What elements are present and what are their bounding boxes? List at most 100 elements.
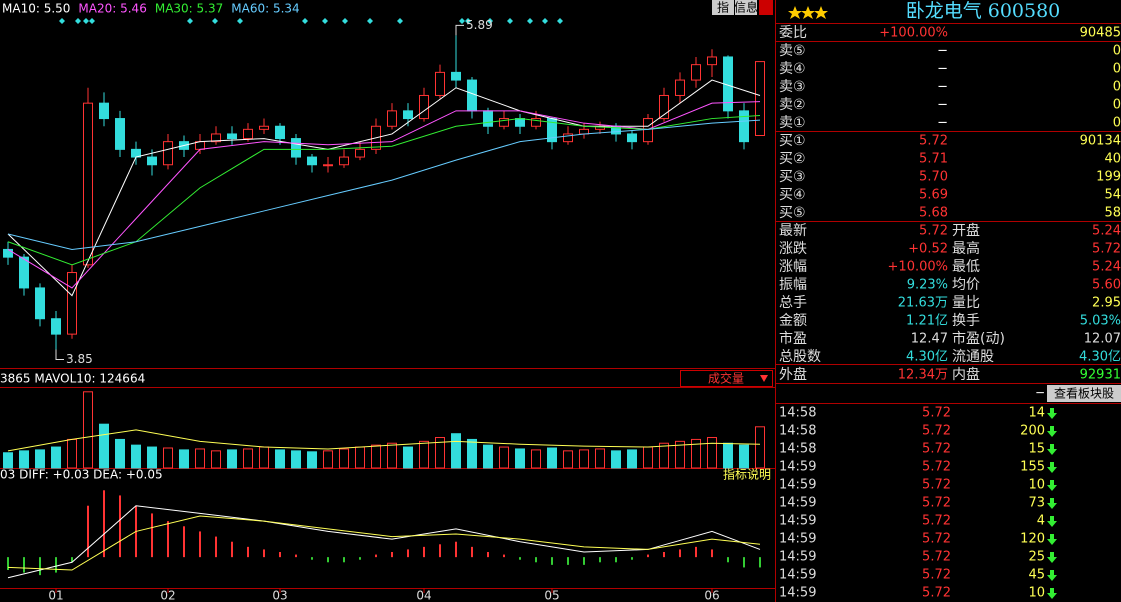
- volume-bar: [515, 448, 525, 469]
- signal-diamond: [83, 18, 89, 24]
- stat-label: 振幅: [779, 277, 807, 293]
- row-label: 卖①: [779, 115, 806, 131]
- index-button-bg[interactable]: [712, 0, 734, 15]
- stat-value: 12.07: [1084, 332, 1121, 347]
- candle-body: [691, 64, 701, 81]
- candle-body: [355, 148, 365, 158]
- down-arrow: [1047, 408, 1057, 419]
- sector-button-bg[interactable]: [1047, 385, 1121, 402]
- signal-diamond: [342, 18, 348, 24]
- volume-bar: [35, 449, 45, 469]
- volume-bar: [467, 438, 477, 469]
- trade-volume: 14: [1028, 406, 1045, 421]
- trade-time: 14:59: [779, 550, 816, 565]
- signal-diamond: [397, 18, 403, 24]
- row-qty: 40: [1104, 152, 1121, 167]
- candle-body: [675, 79, 685, 96]
- trade-price: 5.72: [922, 514, 951, 529]
- stat-value: 21.63万: [898, 296, 948, 311]
- trade-price: 5.72: [922, 442, 951, 457]
- stat-value: 5.24: [1092, 260, 1121, 275]
- macd-legend: 03 DIFF: +0.03 DEA: +0.05: [0, 468, 163, 482]
- row-value: −: [937, 116, 948, 131]
- candle-body: [83, 102, 93, 266]
- stat-value: 4.30亿: [1079, 350, 1121, 365]
- volume-bar: [499, 446, 509, 469]
- signal-diamond: [367, 18, 373, 24]
- trade-time: 14:59: [779, 478, 816, 493]
- low-label: 3.85: [66, 352, 93, 366]
- trade-price: 5.72: [922, 460, 951, 475]
- volume-bar: [691, 438, 701, 469]
- candle-body: [563, 133, 573, 143]
- down-arrow: [1047, 534, 1057, 545]
- down-arrow: [1047, 552, 1057, 563]
- stat-value: +10.00%: [888, 260, 948, 275]
- info-button-bg[interactable]: [735, 0, 757, 15]
- stat-label: 流通股: [952, 349, 994, 365]
- volume-bar: [243, 448, 253, 469]
- x-tick-label: 05: [544, 589, 559, 602]
- volume-bar: [163, 447, 173, 469]
- stat-value: 2.95: [1092, 296, 1121, 311]
- stat-label: 市盈: [779, 330, 807, 347]
- candle-body: [627, 133, 637, 143]
- stat-label: 开盘: [952, 222, 980, 239]
- stat-label: 量比: [952, 295, 980, 311]
- stat-label: 最低: [952, 259, 980, 275]
- stat-label: 换手: [952, 312, 980, 329]
- volume-bar: [611, 450, 621, 469]
- trade-volume: 120: [1020, 532, 1045, 547]
- trade-price: 5.72: [922, 532, 951, 547]
- indicator-help[interactable]: 指标说明: [723, 467, 771, 482]
- trade-volume: 200: [1020, 424, 1045, 439]
- row-value: +100.00%: [879, 26, 948, 41]
- row-value: −: [937, 44, 948, 59]
- signal-diamond: [465, 18, 471, 24]
- candle-body: [643, 118, 653, 143]
- stat-value: 5.72: [919, 224, 948, 239]
- index-button[interactable]: 指: [717, 0, 729, 15]
- stat-value: 5.03%: [1080, 314, 1121, 329]
- row-qty: 0: [1113, 44, 1121, 59]
- candle-body: [435, 71, 445, 96]
- row-value: 5.69: [919, 188, 948, 203]
- info-button[interactable]: 信息: [734, 0, 758, 15]
- trade-volume: 155: [1020, 460, 1045, 475]
- exit-icon[interactable]: [759, 0, 773, 15]
- volume-bar: [67, 438, 77, 469]
- volume-bar: [755, 426, 765, 469]
- row-value: −: [937, 98, 948, 113]
- sector-button[interactable]: 查看板块股: [1054, 387, 1114, 401]
- collapse-button[interactable]: −: [1035, 386, 1045, 400]
- candle-body: [739, 110, 749, 143]
- candle-body: [19, 256, 29, 289]
- stat-label: 均价: [952, 277, 980, 293]
- volume-bar: [547, 447, 557, 469]
- signal-diamond: [507, 18, 513, 24]
- volume-bar: [419, 440, 429, 469]
- row-qty: 90485: [1080, 26, 1121, 41]
- volume-select[interactable]: [680, 370, 773, 387]
- candle-body: [451, 71, 461, 81]
- stat-value: 1.21亿: [906, 314, 948, 329]
- down-arrow: [1047, 516, 1057, 527]
- row-label: 卖⑤: [779, 43, 806, 59]
- high-pointer: [455, 24, 464, 36]
- stat-label: 总股数: [779, 349, 821, 365]
- dropdown-arrow[interactable]: [760, 375, 768, 382]
- candle-body: [515, 118, 525, 127]
- ma-line: [7, 79, 761, 297]
- volume-select-label[interactable]: 成交量: [708, 371, 744, 386]
- trade-time: 14:59: [779, 496, 816, 511]
- ma-legend: MA60: 5.34: [231, 2, 299, 16]
- row-label: 买⑤: [779, 205, 806, 221]
- volume-bar: [579, 449, 589, 469]
- signal-diamond: [237, 18, 243, 24]
- row-label: 买②: [779, 151, 806, 167]
- row-value: −: [937, 62, 948, 77]
- trade-time: 14:59: [779, 532, 816, 547]
